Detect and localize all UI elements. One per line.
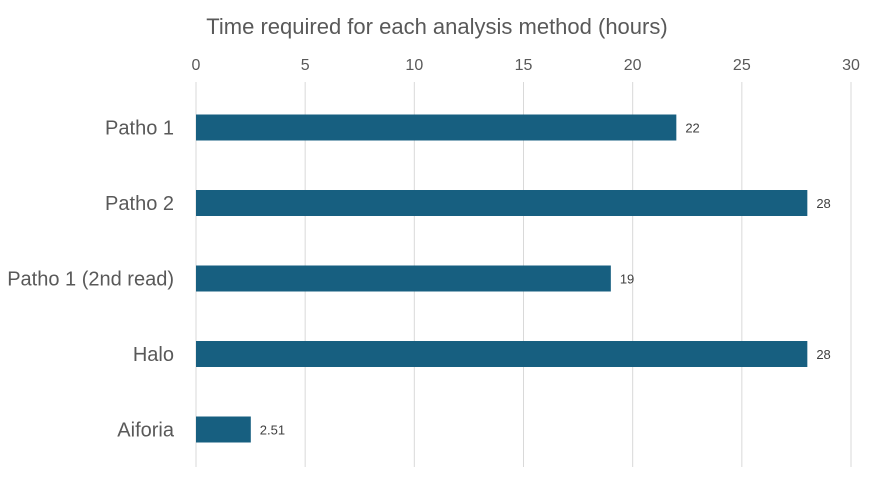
data-label: 22: [685, 121, 699, 136]
category-label: Patho 1: [105, 118, 174, 140]
category-labels: Patho 1 Patho 2 Patho 1 (2nd read) Halo Aifo…: [7, 118, 175, 442]
data-labels: 22 28 19 28 2.51: [260, 121, 831, 438]
category-label: Patho 2: [105, 193, 174, 215]
x-tick-label: 30: [842, 57, 860, 74]
bar-patho-2: [196, 190, 808, 216]
category-label: Patho 1 (2nd read): [7, 269, 174, 291]
bar-halo: [196, 341, 808, 367]
bar-patho-1-2nd-read: [196, 265, 611, 292]
x-tick-label: 5: [301, 57, 310, 74]
x-axis-tick-labels: 0 5 10 15 20 25 30: [192, 57, 860, 74]
bars: [196, 114, 808, 443]
bar-aiforia: [196, 416, 251, 443]
x-tick-label: 20: [624, 57, 642, 74]
data-label: 2.51: [260, 423, 285, 438]
x-tick-label: 10: [405, 57, 423, 74]
data-label: 28: [816, 196, 830, 211]
category-label: Aiforia: [117, 420, 175, 442]
chart-title: Time required for each analysis method (…: [206, 14, 667, 39]
data-label: 28: [816, 347, 830, 362]
bar-patho-1: [196, 114, 677, 141]
x-tick-label: 25: [733, 57, 751, 74]
data-label: 19: [620, 272, 634, 287]
category-label: Halo: [133, 344, 174, 366]
x-tick-label: 0: [192, 57, 201, 74]
x-tick-label: 15: [515, 57, 533, 74]
